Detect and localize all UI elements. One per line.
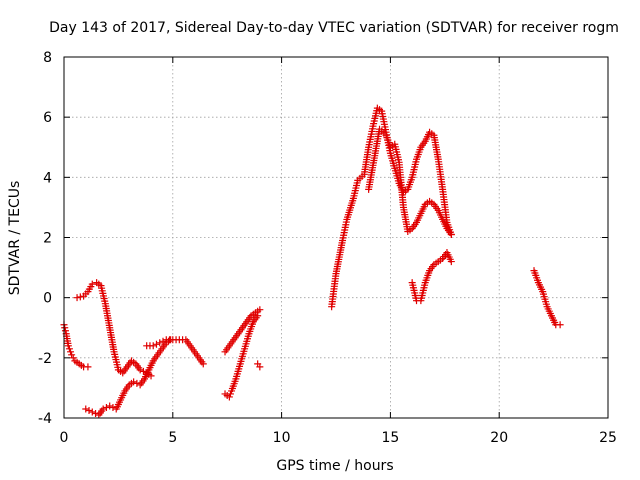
- x-tick-labels: 0 5 10 15 20 25: [60, 430, 617, 446]
- data-point: [99, 405, 107, 413]
- data-point: [147, 372, 155, 380]
- series-arc-3: [82, 336, 175, 419]
- y-axis-label: SDTVAR / TECUs: [7, 181, 23, 296]
- data-point: [256, 363, 264, 371]
- y-tick-label: -2: [38, 351, 52, 367]
- x-axis-label: GPS time / hours: [276, 458, 393, 474]
- data-point: [136, 366, 144, 374]
- data-point: [102, 403, 110, 411]
- y-tick-label: 4: [43, 170, 52, 186]
- data-point: [159, 337, 167, 345]
- data-point: [130, 378, 138, 386]
- y-tick-label: 0: [43, 291, 52, 307]
- data-point: [447, 258, 455, 266]
- series-arc-1: [60, 321, 92, 371]
- data-point: [88, 408, 96, 416]
- data-point: [84, 363, 92, 371]
- axis-ticks: [63, 56, 609, 419]
- grid-lines: [64, 57, 608, 418]
- y-tick-label: 6: [43, 110, 52, 126]
- data-points: [60, 104, 564, 419]
- data-point: [225, 393, 233, 401]
- data-point: [73, 294, 81, 302]
- data-point: [149, 342, 157, 350]
- data-point: [106, 402, 114, 410]
- y-tick-label: 8: [43, 50, 52, 66]
- x-tick-label: 10: [273, 430, 291, 446]
- series-arc-2: [73, 279, 155, 380]
- data-point: [254, 312, 262, 320]
- data-point: [152, 340, 160, 348]
- y-tick-label: 2: [43, 231, 52, 247]
- data-point: [61, 327, 69, 335]
- series-arc-9: [365, 125, 455, 238]
- series-arc-10: [408, 249, 455, 305]
- x-tick-label: 0: [60, 430, 69, 446]
- data-point: [68, 351, 76, 359]
- data-point: [226, 390, 234, 398]
- data-point: [64, 342, 72, 350]
- series-arc-4: [143, 336, 207, 368]
- data-point: [447, 230, 455, 238]
- data-point: [82, 405, 90, 413]
- chart-title: Day 143 of 2017, Sidereal Day-to-day VTE…: [49, 20, 619, 36]
- data-point: [85, 406, 93, 414]
- data-point: [199, 360, 207, 368]
- data-point: [139, 367, 147, 375]
- x-tick-label: 25: [599, 430, 617, 446]
- x-tick-label: 20: [490, 430, 508, 446]
- data-point: [65, 345, 73, 353]
- series-arc-11: [530, 267, 564, 329]
- x-tick-label: 15: [381, 430, 399, 446]
- series-arc-6: [221, 312, 262, 401]
- data-point: [88, 280, 96, 288]
- x-tick-label: 5: [168, 430, 177, 446]
- data-point: [156, 339, 164, 347]
- y-tick-label: -4: [38, 411, 52, 427]
- data-point: [61, 324, 69, 332]
- data-point: [67, 348, 75, 356]
- data-point: [69, 354, 77, 362]
- series-arc-7: [254, 360, 264, 371]
- y-tick-labels: -4 -2 0 2 4 6 8: [38, 50, 52, 427]
- data-point: [556, 321, 564, 329]
- data-point: [76, 293, 84, 301]
- data-point: [256, 306, 264, 314]
- series-arc-5: [221, 306, 264, 356]
- data-point: [109, 403, 117, 411]
